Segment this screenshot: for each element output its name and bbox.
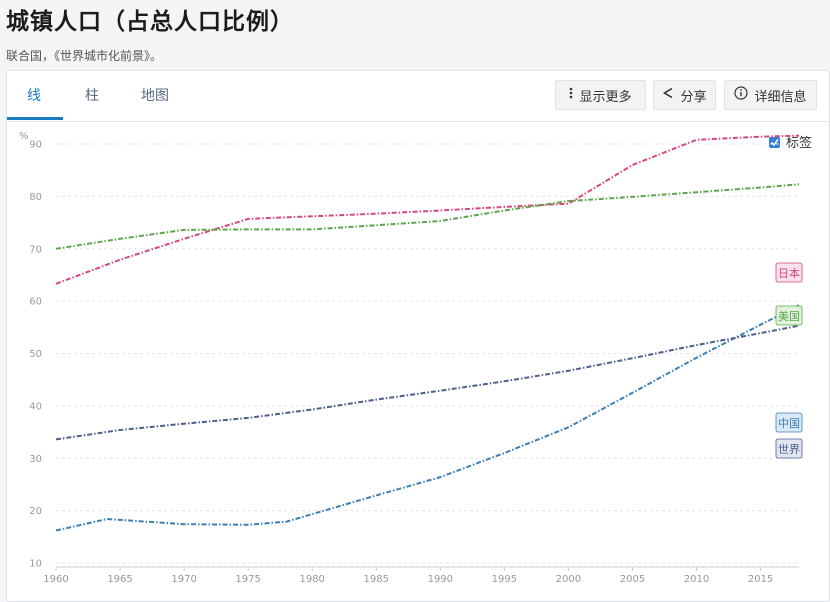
y-tick-label: 30 [29,454,42,465]
show-more-button[interactable]: 显示更多 [555,80,646,110]
more-vertical-icon [569,87,573,103]
series-end-label: 中国 [775,412,803,433]
check-icon [770,139,779,147]
view-tabs: 线 柱 地图 显示更多 分享 详细信息 [7,71,829,122]
labels-toggle[interactable]: 标签 [769,135,812,151]
show-more-label: 显示更多 [579,89,632,105]
info-icon [734,86,749,104]
details-button[interactable]: 详细信息 [724,80,817,110]
chart-card: 线 柱 地图 显示更多 分享 详细信息 % 标签 [6,70,830,602]
y-tick-label: 10 [29,559,42,570]
page-title: 城镇人口（占总人口比例） [6,9,294,35]
x-tick-label: 1985 [364,574,389,585]
x-tick-label: 1970 [171,574,196,585]
series-label-box [775,262,803,283]
x-tick-label: 2000 [556,574,581,585]
y-tick-label: 20 [29,506,42,517]
x-tick-label: 1980 [299,574,324,585]
series-line[interactable] [55,183,800,250]
series-label-box [775,438,803,459]
series-end-label: 世界 [775,438,803,459]
share-icon [662,87,674,103]
details-label: 详细信息 [754,89,807,105]
y-axis-unit: % [19,131,29,142]
tab-bar[interactable]: 柱 [85,88,99,104]
y-tick-label: 40 [29,401,42,412]
x-tick-label: 2005 [620,574,645,585]
y-tick-label: 50 [29,349,42,360]
y-tick-label: 70 [29,244,42,255]
labels-checkbox[interactable] [769,137,780,148]
share-label: 分享 [680,89,707,105]
y-tick-label: 60 [29,297,42,308]
x-tick-label: 1960 [43,574,68,585]
series-label-box [775,305,803,326]
x-tick-label: 2010 [684,574,709,585]
series-end-label: 美国 [775,305,803,326]
series-label-text: 中国 [778,417,800,430]
series-label-text: 日本 [778,266,800,280]
series-label-text: 世界 [778,443,800,456]
x-tick-label: 1995 [492,574,517,585]
series-label-text: 美国 [778,310,800,323]
series-line[interactable] [55,304,800,532]
x-tick-label: 1975 [235,574,260,585]
share-button[interactable]: 分享 [653,80,716,110]
series-end-label: 日本 [775,262,803,283]
labels-toggle-label: 标签 [786,135,812,151]
x-tick-label: 1965 [107,574,132,585]
series-label-box [775,412,803,433]
source-note: 联合国，《世界城市化前景》。 [6,49,163,63]
y-tick-label: 80 [29,192,42,203]
chart-area: % 标签 10 20 30 40 50 60 70 80 90 1960 1965 1970 1975… [19,131,812,585]
x-tick-label: 1990 [428,574,453,585]
y-tick-label: 90 [29,140,42,151]
tab-line[interactable]: 线 [27,88,41,104]
series-line[interactable] [55,324,800,441]
series-line[interactable] [55,134,800,285]
tab-map[interactable]: 地图 [141,88,169,104]
x-tick-label: 2015 [748,574,773,585]
active-tab-indicator [7,117,63,120]
